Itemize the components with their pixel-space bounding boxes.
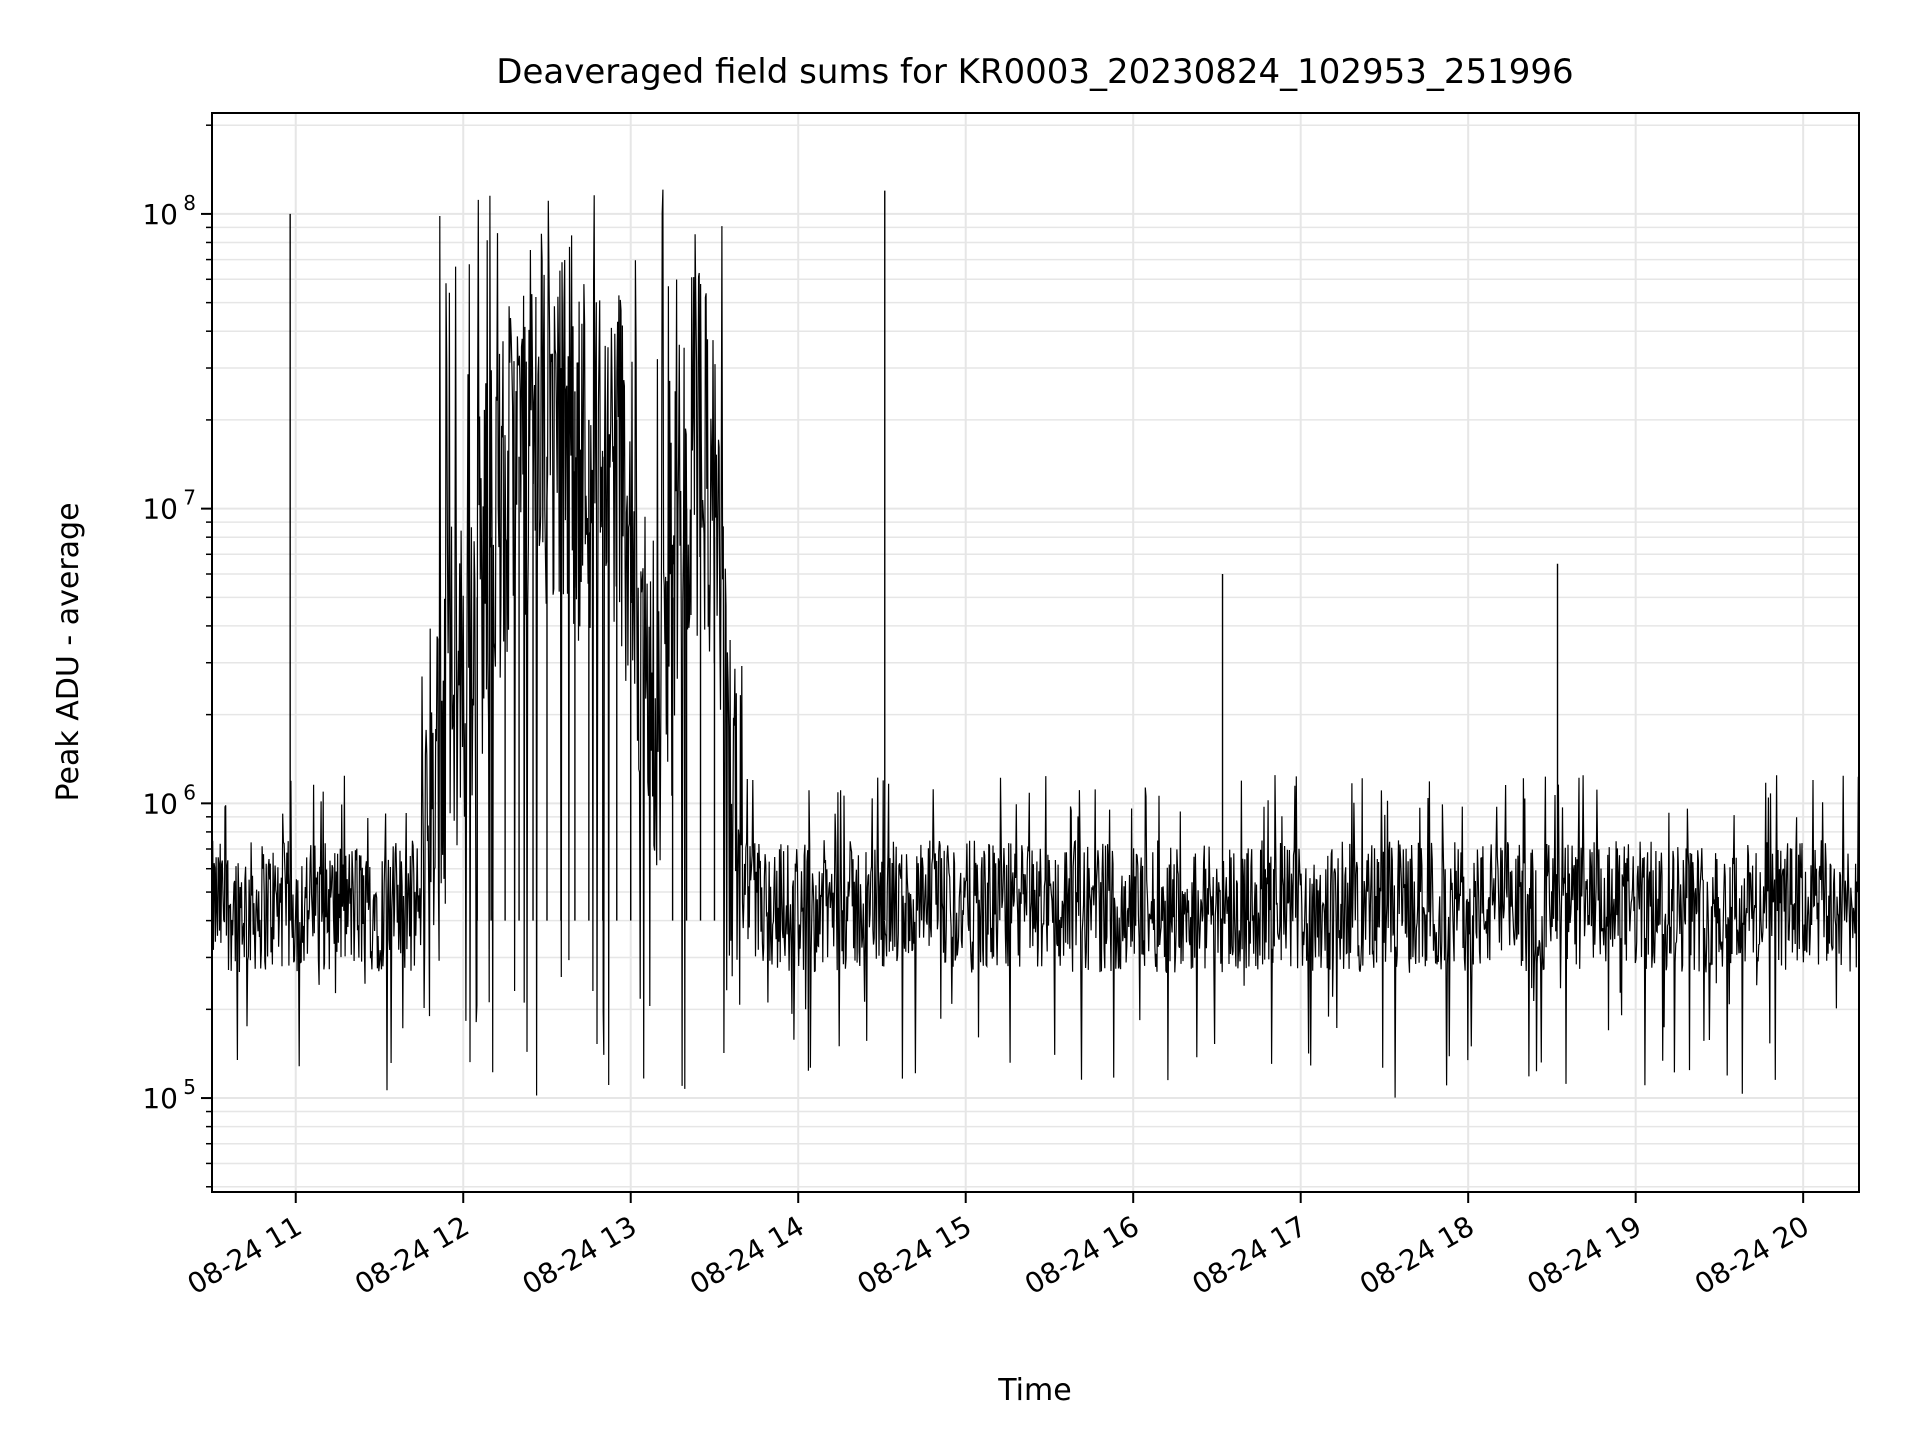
series-layer	[211, 189, 1860, 1098]
y-tick-label: 10	[142, 493, 178, 526]
y-tick-label: 10	[142, 1082, 178, 1115]
series-line	[211, 189, 1860, 1098]
y-tick-exponent: 8	[183, 191, 196, 215]
grid	[212, 113, 1859, 1192]
y-tick-exponent: 6	[183, 780, 196, 804]
x-axis-label: Time	[997, 1373, 1071, 1408]
y-axis-label: Peak ADU - average	[51, 502, 86, 801]
y-tick-exponent: 5	[183, 1075, 196, 1099]
y-tick-label: 10	[142, 787, 178, 820]
plot-frame	[211, 112, 1860, 1193]
chart-title: Deaveraged field sums for KR0003_2023082…	[496, 52, 1573, 92]
y-tick-exponent: 7	[183, 486, 196, 510]
y-tick-label: 10	[142, 198, 178, 231]
